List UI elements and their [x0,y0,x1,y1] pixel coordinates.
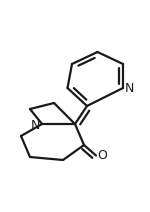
Text: N: N [125,81,134,95]
Text: N: N [31,119,40,132]
Text: O: O [97,149,107,162]
